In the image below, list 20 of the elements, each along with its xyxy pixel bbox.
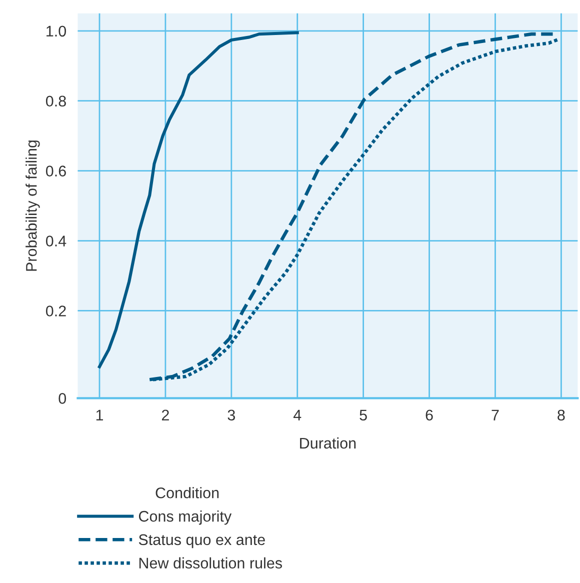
x-tick-label: 6	[426, 410, 433, 421]
x-tick-label: 5	[360, 410, 367, 421]
x-tick-label: 3	[228, 410, 235, 421]
x-tick-label: 7	[492, 410, 499, 420]
y-tick-label: 0	[58, 393, 66, 404]
y-tick-label: 0.8	[46, 96, 66, 107]
y-tick-label: 1.0	[46, 26, 66, 37]
x-tick-label: 1	[96, 410, 103, 420]
y-tick-label: 0.4	[46, 236, 66, 246]
legend-label: Cons majority	[138, 510, 232, 525]
x-tick-label: 8	[558, 410, 565, 421]
y-axis-title: Probability of failing	[26, 140, 40, 271]
x-tick-label: 2	[162, 410, 169, 420]
x-tick-label: 4	[293, 410, 302, 420]
legend-label: New dissolution rules	[139, 557, 282, 569]
y-tick-label: 0.2	[46, 306, 66, 316]
y-tick-label: 0.6	[46, 166, 66, 177]
x-axis-title: Duration	[300, 437, 356, 449]
legend-title: Condition	[156, 487, 219, 498]
legend-label: Status quo ex ante	[138, 534, 265, 548]
